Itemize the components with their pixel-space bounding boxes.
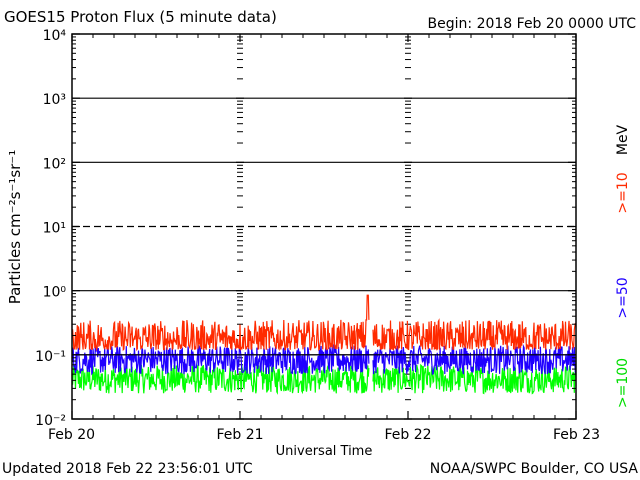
legend-ge50: >=50: [615, 277, 631, 318]
legend-mev: MeV: [615, 124, 631, 155]
x-tick-label: Feb 21: [216, 427, 263, 443]
chart-title: GOES15 Proton Flux (5 minute data): [4, 8, 277, 26]
noaa-footer: NOAA/SWPC Boulder, CO USA: [430, 461, 639, 477]
y-tick-label: 10³: [43, 92, 66, 108]
x-tick-label: Feb 22: [384, 427, 431, 443]
x-tick-label: Feb 23: [553, 427, 600, 443]
y-axis-label: Particles cm⁻²s⁻¹sr⁻¹: [6, 150, 24, 304]
y-tick-label: 10²: [43, 156, 66, 172]
begin-label: Begin: 2018 Feb 20 0000 UTC: [428, 16, 637, 32]
updated-footer: Updated 2018 Feb 22 23:56:01 UTC: [2, 461, 253, 477]
y-tick-label: 10⁻¹: [35, 349, 66, 365]
y-tick-label: 10¹: [43, 221, 66, 237]
legend-ge10: >=10: [615, 172, 631, 213]
legend-ge100: >=100: [615, 358, 631, 408]
y-tick-label: 10⁰: [43, 285, 67, 301]
y-tick-label: 10⁴: [43, 28, 67, 44]
x-axis-label: Universal Time: [276, 444, 373, 459]
x-tick-label: Feb 20: [48, 427, 95, 443]
